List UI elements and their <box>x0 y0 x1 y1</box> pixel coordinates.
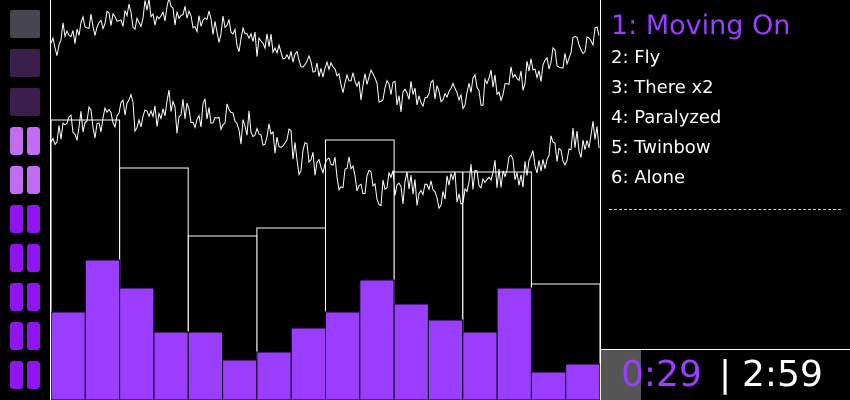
elapsed-highlight <box>601 350 641 400</box>
meter-led <box>10 244 40 272</box>
track-item-2[interactable]: 2: Fly <box>611 47 661 68</box>
waveform-right <box>51 89 600 210</box>
spectrum-bar <box>153 331 189 400</box>
spectrum-bar <box>496 287 532 400</box>
spectrum-bar <box>530 371 567 400</box>
playlist-divider <box>609 209 841 210</box>
spectrum-bar <box>359 279 395 400</box>
meter-led <box>10 205 40 233</box>
spectrum-bar <box>119 287 155 400</box>
spectrum-bar <box>222 359 258 400</box>
spectrum-bar <box>565 363 600 400</box>
total-time: 2:59 <box>742 354 823 395</box>
audio-visualizer <box>50 0 600 400</box>
waveform-left <box>51 0 600 112</box>
time-separator: | <box>719 354 732 395</box>
meter-led <box>10 88 40 116</box>
track-item-5[interactable]: 5: Twinbow <box>611 137 711 158</box>
level-meter <box>0 0 50 400</box>
meter-led <box>10 127 40 155</box>
elapsed-time: 0:29 <box>621 354 702 395</box>
time-display: 0:29 | 2:59 <box>601 349 850 400</box>
meter-led <box>10 10 40 38</box>
track-item-6[interactable]: 6: Alone <box>611 167 686 188</box>
spectrum-bar <box>84 259 121 400</box>
meter-led <box>10 49 40 77</box>
spectrum-bar <box>51 311 86 400</box>
meter-led <box>10 322 40 350</box>
track-item-4[interactable]: 4: Paralyzed <box>611 107 722 128</box>
track-item-1[interactable]: 1: Moving On <box>611 10 791 41</box>
playlist-panel: 1: Moving On 2: Fly 3: There x2 4: Paral… <box>600 0 850 400</box>
spectrum-bar <box>462 331 498 400</box>
spectrum-bar <box>393 303 429 400</box>
visualizer-canvas <box>51 0 600 400</box>
spectrum-bar <box>290 327 326 400</box>
spectrum-bar <box>427 319 464 400</box>
meter-led <box>10 166 40 194</box>
track-item-3[interactable]: 3: There x2 <box>611 77 714 98</box>
meter-led <box>10 283 40 311</box>
spectrum-bar <box>187 331 224 400</box>
meter-led <box>10 361 40 389</box>
spectrum-bar <box>325 311 361 400</box>
spectrum-bar <box>256 351 292 400</box>
